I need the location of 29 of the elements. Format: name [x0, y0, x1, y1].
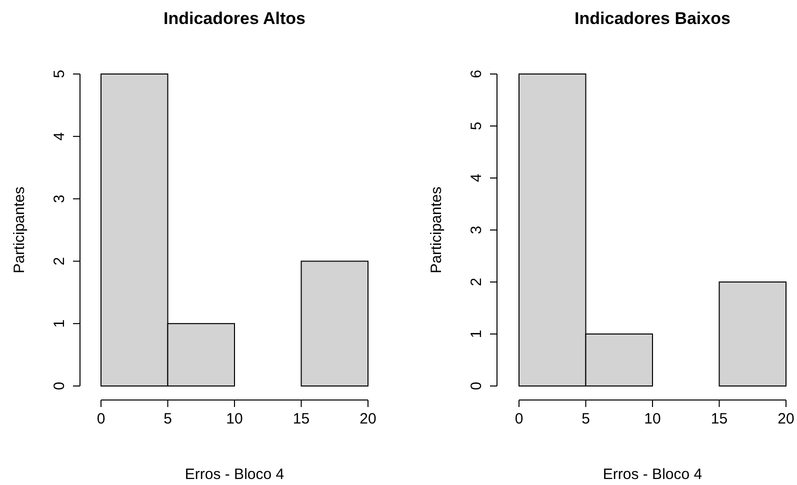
- x-axis-title: Erros - Bloco 4: [602, 466, 702, 483]
- x-tick-label: 10: [644, 410, 661, 428]
- x-axis-title: Erros - Bloco 4: [184, 466, 284, 483]
- x-tick-label: 15: [710, 410, 728, 428]
- y-tick-label: 3: [468, 226, 485, 234]
- y-tick-label: 1: [468, 330, 485, 338]
- x-tick-label: 0: [514, 410, 524, 428]
- x-tick-label: 0: [96, 410, 106, 428]
- chart-title: Indicadores Altos: [163, 9, 306, 28]
- x-tick-label: 5: [164, 410, 172, 428]
- x-tick-label: 20: [778, 410, 794, 428]
- y-axis-title: Participantes: [428, 186, 445, 274]
- x-tick-label: 10: [226, 410, 243, 428]
- y-tick-label: 4: [468, 174, 485, 182]
- y-tick-label: 0: [468, 382, 485, 390]
- x-tick-label: 5: [582, 410, 590, 428]
- y-tick-label: 4: [51, 132, 68, 141]
- y-tick-label: 1: [51, 319, 68, 328]
- x-tick-label: 15: [292, 410, 310, 428]
- x-tick-label: 20: [360, 410, 376, 428]
- y-tick-label: 2: [51, 257, 68, 266]
- y-tick-label: 5: [51, 70, 68, 78]
- chart-title: Indicadores Baixos: [574, 9, 730, 28]
- y-tick-label: 6: [468, 70, 485, 78]
- y-tick-label: 0: [51, 382, 68, 390]
- y-tick-label: 3: [51, 194, 68, 203]
- y-tick-label: 2: [468, 278, 485, 286]
- y-tick-label: 5: [468, 122, 485, 130]
- y-axis-title: Participantes: [11, 186, 28, 274]
